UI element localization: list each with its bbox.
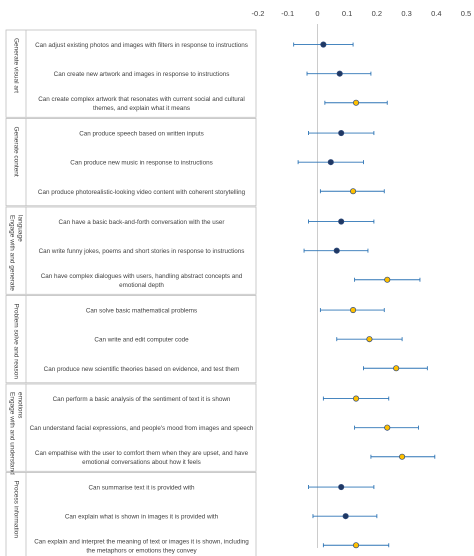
row-label: Can have a basic back-and-forth conversa…	[59, 219, 225, 226]
data-point	[338, 218, 345, 225]
row-label: Can produce new music in response to ins…	[70, 160, 212, 167]
group-name-label: language	[16, 215, 23, 242]
data-point	[338, 483, 345, 491]
data-point	[353, 395, 360, 402]
x-tick-label: 0.5	[461, 9, 471, 18]
x-tick-label: -0.1	[281, 9, 294, 18]
group-name-label: Generate visual art	[12, 38, 19, 93]
x-tick-label: -0.2	[252, 9, 265, 18]
row-label: Can write funny jokes, poems and short s…	[39, 248, 245, 255]
row-label: emotional depth	[119, 282, 164, 289]
data-point	[342, 513, 349, 520]
row-label: emotional conversations about how it fee…	[82, 459, 201, 466]
row-label: Can summarise text it is provided with	[88, 485, 195, 492]
data-point	[327, 159, 334, 166]
group-box	[5, 118, 257, 207]
data-point	[366, 336, 373, 343]
data-point	[350, 188, 357, 195]
row-label: Can create complex artwork that resonate…	[38, 96, 245, 103]
data-point	[353, 542, 360, 549]
group-box	[5, 29, 257, 118]
x-tick-label: 0.2	[372, 9, 382, 18]
group-box	[5, 383, 257, 472]
data-point	[320, 41, 327, 48]
data-point	[384, 424, 391, 431]
row-label: Can produce speech based on written inpu…	[79, 131, 204, 138]
x-tick-label: 0.3	[401, 9, 411, 18]
group-name-label: Engage with and generate	[8, 215, 15, 291]
row-label: Can perform a basic analysis of the sent…	[53, 396, 231, 403]
group-box	[5, 295, 257, 384]
row-label: Can understand facial expressions, and p…	[30, 425, 254, 432]
x-tick-label: 0.1	[342, 9, 352, 18]
x-tick-label: 0	[315, 9, 319, 18]
row-label: Can explain and interpret the meaning of…	[34, 538, 249, 545]
row-label: Can create new artwork and images in res…	[54, 71, 230, 78]
x-tick-label: 0.4	[431, 9, 441, 18]
row-label: Can solve basic mathematical problems	[86, 308, 197, 315]
group-name-label: Engage with and understand	[8, 392, 15, 475]
row-label: Can empathise with the user to comfort t…	[35, 450, 249, 457]
data-point	[393, 365, 400, 372]
row-label: Can adjust existing photos and images wi…	[35, 42, 248, 49]
data-point	[336, 70, 343, 77]
group-name-label: Process information	[12, 481, 19, 539]
data-point	[333, 247, 340, 254]
data-point	[384, 276, 391, 283]
group-name-label: Problem solve and reason	[12, 304, 19, 380]
row-label: Can produce photorealistic-looking video…	[38, 189, 246, 196]
row-label: Can write and edit computer code	[94, 337, 189, 344]
row-label: Can produce new scientific theories base…	[44, 366, 240, 373]
data-point	[399, 453, 406, 460]
group-box	[5, 472, 257, 556]
data-point	[350, 306, 357, 314]
data-point	[338, 130, 345, 137]
group-name-label: Generate content	[12, 127, 19, 177]
row-label: themes, and explain what it means	[93, 105, 190, 112]
group-box	[5, 206, 257, 295]
row-label: Can have complex dialogues with users, h…	[41, 273, 243, 280]
data-point	[353, 99, 360, 106]
row-label: the metaphors or emotions they convey	[86, 547, 197, 554]
row-label: Can explain what is shown in images it i…	[65, 514, 219, 521]
group-name-label: emotions	[16, 392, 23, 419]
